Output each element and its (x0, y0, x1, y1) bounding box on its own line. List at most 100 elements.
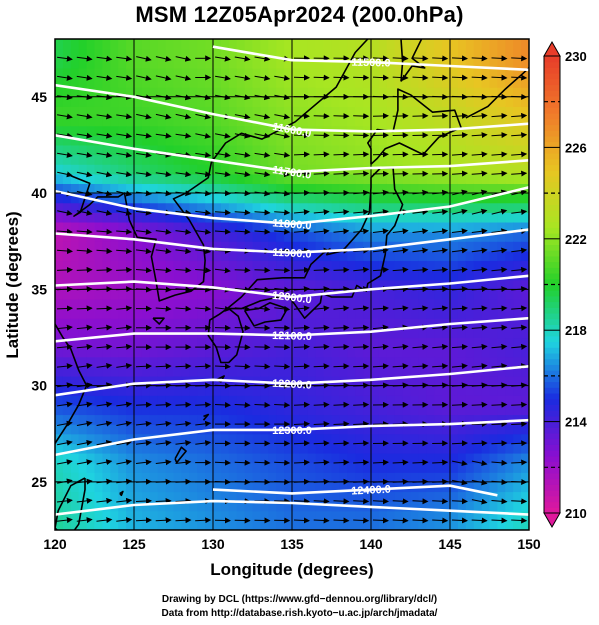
wind-arrow (412, 228, 429, 235)
heat-cell (292, 298, 301, 310)
heat-cell (339, 270, 348, 281)
heat-cell (118, 510, 127, 521)
heat-cell (228, 183, 238, 194)
heat-cell (521, 144, 529, 156)
colorbar-segment (544, 501, 560, 508)
credit-line-drawing: Drawing by DCL (https://www.gfd−dennou.o… (161, 594, 438, 605)
heat-cell (363, 289, 372, 300)
heat-cell (481, 433, 491, 444)
heat-cell (70, 164, 80, 175)
heat-cell (134, 106, 143, 117)
heat-cell (157, 221, 167, 233)
heat-cell (521, 366, 529, 377)
heat-cell (134, 67, 143, 79)
heat-cell (228, 433, 238, 444)
heat-cell (181, 212, 190, 223)
heat-cell (284, 279, 293, 290)
heat-cell (102, 116, 111, 127)
colorbar-segment (544, 478, 560, 485)
wind-arrow (76, 420, 93, 427)
heat-cell (126, 385, 135, 396)
heat-cell (513, 404, 522, 416)
heat-cell (347, 221, 356, 233)
heat-cell (315, 58, 325, 69)
heat-cell (228, 48, 238, 59)
heat-cell (197, 183, 206, 194)
heat-cell (284, 404, 293, 416)
heat-cell (70, 67, 80, 79)
heat-cell (205, 87, 214, 98)
heat-cell (126, 58, 135, 69)
heat-cell (173, 298, 182, 310)
heat-cell (505, 356, 514, 367)
heat-cell (299, 154, 309, 165)
heat-cell (118, 154, 127, 165)
heat-cell (402, 77, 412, 88)
wind-arrow (155, 440, 172, 447)
heat-cell (481, 183, 491, 194)
heat-cell (489, 116, 498, 127)
heat-cell (165, 58, 175, 69)
wind-arrow (96, 343, 113, 350)
heat-cell (157, 356, 167, 367)
colorbar-segment (544, 141, 560, 148)
heat-cell (442, 424, 451, 435)
heat-cell (521, 231, 529, 242)
heat-cell (181, 221, 190, 233)
heat-cell (465, 452, 475, 464)
heat-cell (126, 106, 135, 117)
contour-line (212, 484, 498, 497)
heat-cell (244, 481, 254, 493)
heat-cell (410, 414, 419, 425)
heat-cell (284, 48, 293, 59)
heat-cell (62, 298, 72, 310)
wind-arrow (412, 363, 429, 370)
wind-arrow (136, 75, 152, 81)
heat-cell (505, 289, 514, 300)
heat-cell (181, 404, 190, 416)
wind-arrow (76, 439, 93, 446)
heat-cell (55, 404, 64, 416)
heat-cell (410, 327, 419, 339)
heat-cell (426, 39, 435, 50)
heat-cell (213, 452, 222, 464)
heat-cell (197, 424, 206, 435)
heat-cell (157, 144, 167, 156)
heat-cell (55, 144, 64, 156)
heat-cell (465, 135, 475, 146)
heat-cell (339, 433, 348, 444)
heat-cell (244, 279, 254, 290)
wind-arrow (96, 74, 113, 81)
heat-cell (339, 106, 348, 117)
heat-cell (513, 67, 522, 79)
heat-cell (323, 298, 333, 310)
heat-cell (355, 289, 364, 300)
colorbar-tick-label: 226 (565, 140, 587, 155)
heat-cell (386, 48, 396, 59)
heat-cell (481, 260, 491, 271)
heat-cell (181, 96, 190, 107)
heat-cell (489, 212, 498, 223)
heat-cell (426, 96, 435, 107)
heat-cell (62, 318, 72, 329)
colorbar-segment (544, 495, 560, 503)
heat-cell (157, 67, 167, 79)
heat-cell (276, 106, 285, 117)
heat-cell (94, 327, 103, 339)
heat-cell (118, 270, 127, 281)
heat-cell (165, 96, 175, 107)
heat-cell (78, 452, 88, 464)
heat-cell (473, 193, 483, 204)
heat-cell (181, 491, 190, 502)
heat-cell (126, 125, 135, 136)
heat-cell (157, 501, 167, 512)
heat-cell (55, 347, 64, 358)
heat-cell (165, 154, 175, 165)
heat-cell (86, 424, 96, 435)
heat-cell (418, 462, 427, 473)
heat-cell (442, 241, 451, 252)
heat-cell (481, 221, 491, 233)
heat-cell (141, 183, 151, 194)
heat-cell (141, 87, 151, 98)
wind-arrow (412, 517, 429, 524)
